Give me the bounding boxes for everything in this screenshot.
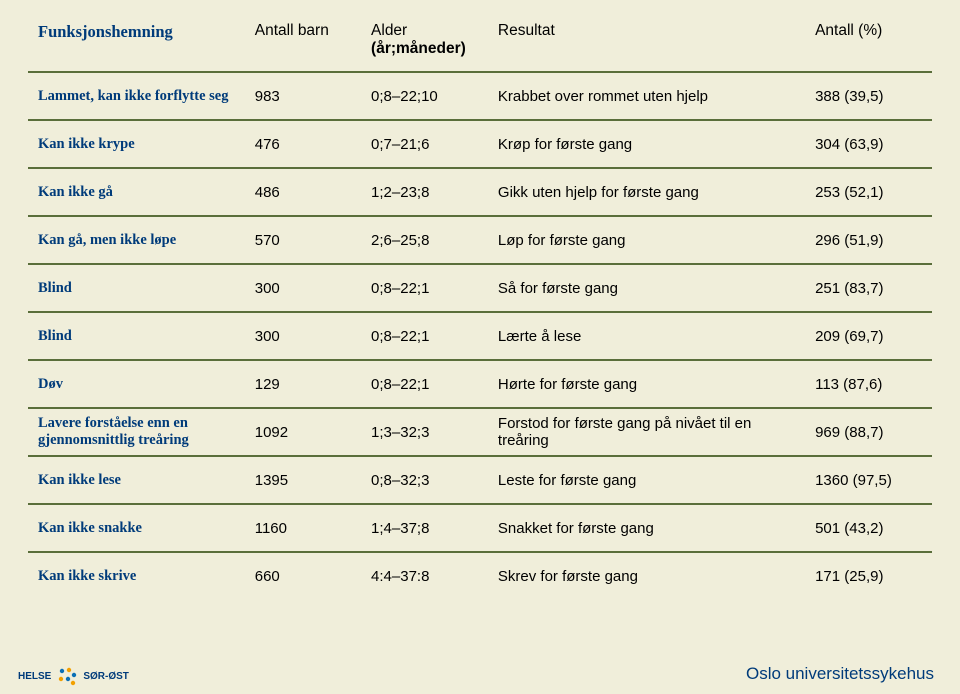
cell-alder: 4:4–37:8: [361, 552, 488, 600]
cell-antall-barn: 1092: [245, 408, 361, 456]
cell-alder: 0;8–22;10: [361, 72, 488, 120]
cell-antall-barn: 1160: [245, 504, 361, 552]
cell-resultat: Skrev for første gang: [488, 552, 805, 600]
cell-antall-barn: 570: [245, 216, 361, 264]
table-row: Lavere forståelse enn en gjennomsnittlig…: [28, 408, 932, 456]
cell-resultat: Leste for første gang: [488, 456, 805, 504]
cell-funksjonshemning: Blind: [28, 312, 245, 360]
cell-antall-pct: 209 (69,7): [805, 312, 932, 360]
cell-resultat: Lærte å lese: [488, 312, 805, 360]
table-row: Kan gå, men ikke løpe5702;6–25;8Løp for …: [28, 216, 932, 264]
cell-alder: 1;2–23;8: [361, 168, 488, 216]
cell-antall-pct: 969 (88,7): [805, 408, 932, 456]
cell-antall-pct: 501 (43,2): [805, 504, 932, 552]
data-table: Funksjonshemning Antall barn Alder (år;m…: [28, 8, 932, 600]
table-row: Døv1290;8–22;1Hørte for første gang113 (…: [28, 360, 932, 408]
cell-antall-pct: 304 (63,9): [805, 120, 932, 168]
cell-resultat: Hørte for første gang: [488, 360, 805, 408]
table-row: Lammet, kan ikke forflytte seg9830;8–22;…: [28, 72, 932, 120]
cell-funksjonshemning: Kan ikke gå: [28, 168, 245, 216]
cell-funksjonshemning: Lammet, kan ikke forflytte seg: [28, 72, 245, 120]
cell-antall-pct: 296 (51,9): [805, 216, 932, 264]
cell-funksjonshemning: Kan ikke lese: [28, 456, 245, 504]
cell-antall-pct: 253 (52,1): [805, 168, 932, 216]
header-antall-pct: Antall (%): [805, 8, 932, 72]
table-row: Kan ikke lese13950;8–32;3Leste for først…: [28, 456, 932, 504]
cell-funksjonshemning: Døv: [28, 360, 245, 408]
cell-alder: 0;7–21;6: [361, 120, 488, 168]
table-row: Kan ikke skrive6604:4–37:8Skrev for førs…: [28, 552, 932, 600]
logo-helse-sor-ost: HELSE SØR-ØST: [18, 666, 129, 686]
cell-alder: 0;8–22;1: [361, 264, 488, 312]
cell-alder: 2;6–25;8: [361, 216, 488, 264]
cell-antall-pct: 171 (25,9): [805, 552, 932, 600]
header-alder-line2: (år;måneder): [371, 40, 478, 58]
cell-antall-barn: 476: [245, 120, 361, 168]
cell-funksjonshemning: Kan ikke snakke: [28, 504, 245, 552]
cell-resultat: Krøp for første gang: [488, 120, 805, 168]
cell-funksjonshemning: Kan ikke krype: [28, 120, 245, 168]
cell-alder: 1;3–32;3: [361, 408, 488, 456]
cell-alder: 0;8–32;3: [361, 456, 488, 504]
cell-antall-pct: 1360 (97,5): [805, 456, 932, 504]
cell-antall-pct: 113 (87,6): [805, 360, 932, 408]
header-alder: Alder (år;måneder): [361, 8, 488, 72]
cell-antall-pct: 251 (83,7): [805, 264, 932, 312]
header-antall-barn: Antall barn: [245, 8, 361, 72]
footer-left-text2: SØR-ØST: [83, 671, 129, 682]
cell-antall-barn: 300: [245, 264, 361, 312]
data-table-container: Funksjonshemning Antall barn Alder (år;m…: [28, 8, 932, 600]
cell-alder: 1;4–37;8: [361, 504, 488, 552]
table-row: Kan ikke snakke11601;4–37;8Snakket for f…: [28, 504, 932, 552]
cell-resultat: Forstod for første gang på nivået til en…: [488, 408, 805, 456]
logo-oslo-universitetssykehus: Oslo universitetssykehus: [746, 664, 934, 684]
cell-antall-barn: 660: [245, 552, 361, 600]
footer: HELSE SØR-ØST Oslo universitetssykehus: [0, 660, 960, 688]
cell-resultat: Krabbet over rommet uten hjelp: [488, 72, 805, 120]
logo-mark-icon: [57, 666, 77, 686]
cell-funksjonshemning: Kan ikke skrive: [28, 552, 245, 600]
cell-antall-barn: 983: [245, 72, 361, 120]
cell-antall-barn: 300: [245, 312, 361, 360]
header-resultat: Resultat: [488, 8, 805, 72]
footer-left-text1: HELSE: [18, 671, 51, 682]
cell-resultat: Løp for første gang: [488, 216, 805, 264]
cell-alder: 0;8–22;1: [361, 360, 488, 408]
table-row: Kan ikke krype4760;7–21;6Krøp for første…: [28, 120, 932, 168]
cell-antall-pct: 388 (39,5): [805, 72, 932, 120]
header-funksjonshemning: Funksjonshemning: [28, 8, 245, 72]
table-row: Blind3000;8–22;1Lærte å lese209 (69,7): [28, 312, 932, 360]
cell-funksjonshemning: Blind: [28, 264, 245, 312]
cell-antall-barn: 486: [245, 168, 361, 216]
header-alder-line1: Alder: [371, 22, 407, 39]
cell-alder: 0;8–22;1: [361, 312, 488, 360]
table-row: Blind3000;8–22;1Så for første gang251 (8…: [28, 264, 932, 312]
cell-antall-barn: 129: [245, 360, 361, 408]
table-body: Lammet, kan ikke forflytte seg9830;8–22;…: [28, 72, 932, 600]
cell-resultat: Så for første gang: [488, 264, 805, 312]
cell-resultat: Snakket for første gang: [488, 504, 805, 552]
table-row: Kan ikke gå4861;2–23;8Gikk uten hjelp fo…: [28, 168, 932, 216]
cell-funksjonshemning: Lavere forståelse enn en gjennomsnittlig…: [28, 408, 245, 456]
table-header-row: Funksjonshemning Antall barn Alder (år;m…: [28, 8, 932, 72]
cell-funksjonshemning: Kan gå, men ikke løpe: [28, 216, 245, 264]
cell-resultat: Gikk uten hjelp for første gang: [488, 168, 805, 216]
cell-antall-barn: 1395: [245, 456, 361, 504]
